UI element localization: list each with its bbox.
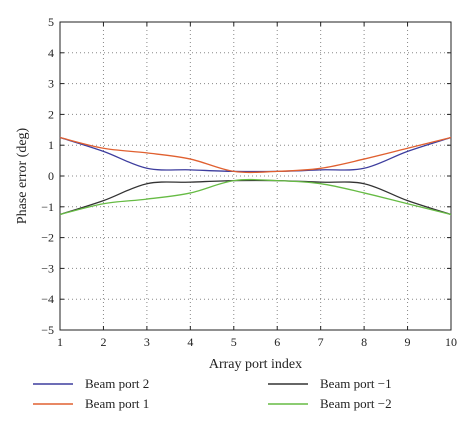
series-line-3 bbox=[59, 179, 452, 216]
x-axis-label: Array port index bbox=[209, 357, 302, 372]
legend: Beam port 2 Beam port 1 Beam port −1 Beam p… bbox=[33, 376, 392, 411]
x-tick-label: 5 bbox=[231, 335, 237, 349]
x-tick-label: 1 bbox=[57, 335, 63, 349]
x-tick-label: 8 bbox=[361, 335, 367, 349]
legend-label-3: Beam port −1 bbox=[320, 376, 392, 391]
legend-label-2: Beam port 1 bbox=[85, 396, 149, 411]
legend-label-4: Beam port −2 bbox=[320, 396, 392, 411]
y-tick-label: 3 bbox=[48, 77, 54, 91]
y-tick-label: 0 bbox=[48, 169, 54, 183]
y-tick-label: −1 bbox=[41, 200, 54, 214]
grid bbox=[60, 22, 451, 330]
y-tick-label: 5 bbox=[48, 15, 54, 29]
x-tick-label: 2 bbox=[100, 335, 106, 349]
series-line-1 bbox=[59, 136, 452, 173]
y-tick-label: −3 bbox=[41, 261, 54, 275]
legend-label-1: Beam port 2 bbox=[85, 376, 149, 391]
series-line-4 bbox=[59, 178, 452, 216]
y-tick-label: −4 bbox=[41, 292, 54, 306]
x-tick-label: 7 bbox=[318, 335, 324, 349]
x-tick-label: 4 bbox=[187, 335, 193, 349]
x-tick-label: 3 bbox=[144, 335, 150, 349]
x-tick-label: 10 bbox=[445, 335, 457, 349]
x-tick-label: 9 bbox=[405, 335, 411, 349]
series-line-2 bbox=[59, 136, 452, 174]
y-tick-label: −2 bbox=[41, 231, 54, 245]
y-tick-label: −5 bbox=[41, 323, 54, 337]
axis-ticks: 1 2 3 4 5 6 7 8 9 10 −5 −4 −3 −2 −1 0 1 2 3 4 5 bbox=[41, 15, 457, 349]
y-axis-label: Phase error (deg) bbox=[15, 127, 30, 224]
x-tick-label: 6 bbox=[274, 335, 280, 349]
y-tick-label: 4 bbox=[48, 46, 54, 60]
series-layer bbox=[59, 136, 452, 216]
y-tick-label: 1 bbox=[48, 138, 54, 152]
y-tick-label: 2 bbox=[48, 107, 54, 121]
